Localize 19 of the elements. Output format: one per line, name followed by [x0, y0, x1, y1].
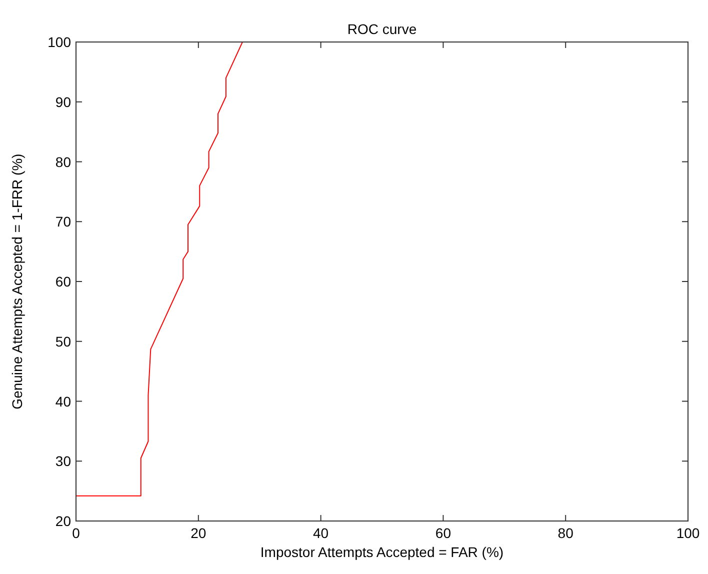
- x-tick-label: 60: [435, 525, 452, 541]
- y-tick-label: 30: [55, 453, 72, 470]
- y-tick-label: 20: [55, 513, 72, 529]
- x-tick-label: 0: [72, 525, 80, 541]
- x-axis-title: Impostor Attempts Accepted = FAR (%): [260, 544, 504, 560]
- x-tick-label: 80: [558, 525, 574, 541]
- y-tick-label: 90: [55, 94, 72, 110]
- y-tick-label: 40: [55, 393, 72, 410]
- x-tick-label: 100: [676, 525, 700, 541]
- y-tick-label: 50: [55, 333, 72, 350]
- line-series: [76, 42, 243, 496]
- x-tick-label: 20: [190, 525, 206, 541]
- y-tick-label: 80: [55, 154, 72, 170]
- chart-title: ROC curve: [347, 21, 417, 37]
- y-tick-label: 100: [48, 34, 72, 50]
- y-tick-label: 70: [55, 214, 72, 230]
- y-tick-label: 60: [55, 274, 72, 290]
- y-axis-title: Genuine Attempts Accepted = 1-FRR (%): [9, 154, 25, 410]
- x-tick-label: 40: [313, 525, 329, 541]
